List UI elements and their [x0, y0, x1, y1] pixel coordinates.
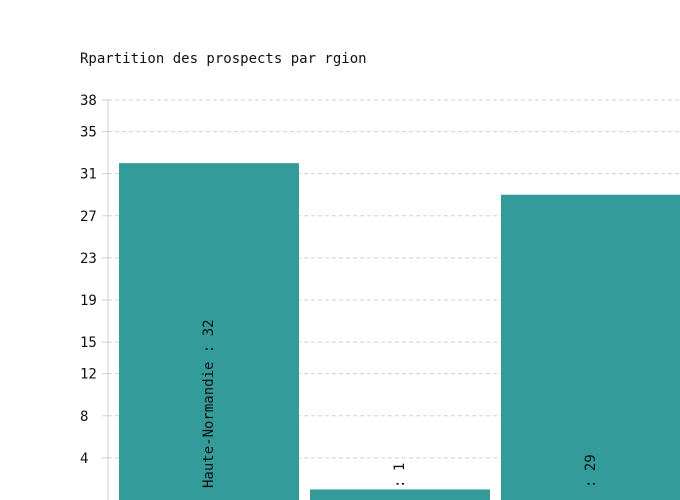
- bar: [501, 194, 680, 500]
- bar: [119, 163, 299, 500]
- y-tick-label: 23: [80, 251, 97, 267]
- bar: [310, 489, 490, 500]
- chart-title: Rpartition des prospects par rgion: [80, 51, 367, 67]
- bar-labels: Haute-Normandie : 32 : 1 : 29: [201, 319, 599, 488]
- bars: [119, 163, 680, 500]
- y-tick-label: 35: [80, 125, 97, 141]
- y-tick-label: 19: [80, 293, 97, 309]
- y-tick-label: 38: [80, 93, 97, 109]
- y-tick-label: 8: [80, 409, 88, 425]
- y-tick-label: 12: [80, 367, 97, 383]
- y-tick-label: 31: [80, 167, 97, 183]
- bar-label: : 1: [392, 463, 408, 488]
- bar-label: : 29: [583, 454, 599, 488]
- y-tick-label: 27: [80, 209, 97, 225]
- y-tick-label: 15: [80, 335, 97, 351]
- bar-label: Haute-Normandie : 32: [201, 319, 217, 488]
- y-tick-label: 4: [80, 451, 88, 467]
- y-axis-ticks: 4 8 12 15 19 23 27 31 35 38: [80, 93, 108, 467]
